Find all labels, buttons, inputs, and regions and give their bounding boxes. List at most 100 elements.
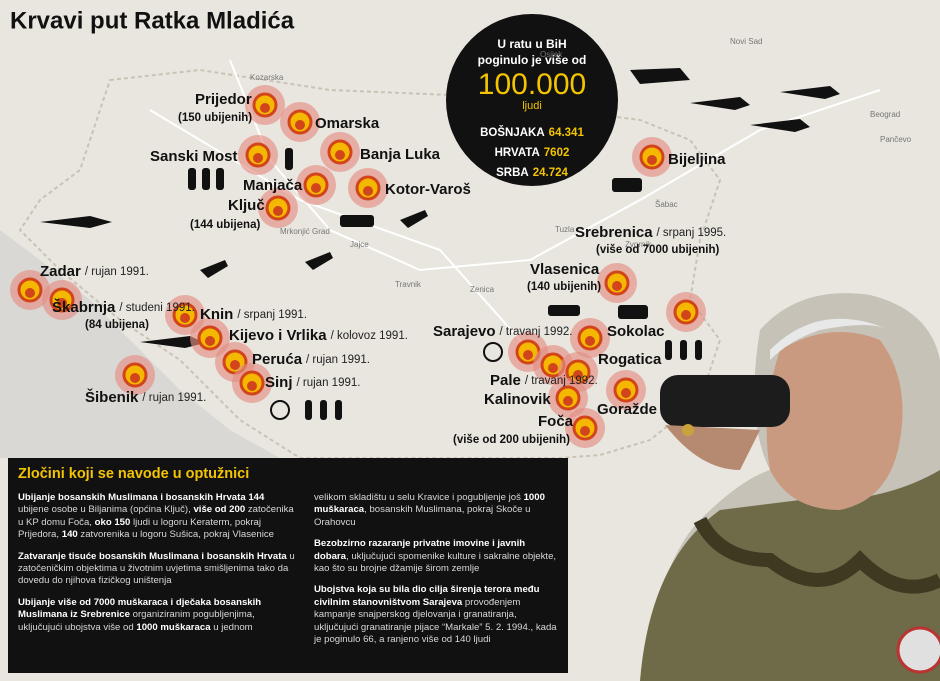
location-name: Sokolac bbox=[607, 323, 665, 340]
stats-total: 100.000 bbox=[478, 68, 586, 101]
stats-row: SRBA 24.724 bbox=[496, 167, 568, 179]
location-note: (84 ubijena) bbox=[85, 319, 149, 331]
marker-core bbox=[57, 298, 67, 308]
marker-core bbox=[260, 103, 270, 113]
marker-core bbox=[253, 153, 263, 163]
photo bbox=[640, 293, 940, 681]
location-label: Omarska bbox=[315, 115, 380, 132]
text: organiziranim pogubljenjima, uključujući… bbox=[18, 609, 255, 633]
location-note: (144 ubijena) bbox=[190, 219, 260, 231]
map-label: Travnik bbox=[395, 280, 422, 289]
location-date: / studeni 1991. bbox=[119, 302, 194, 314]
marker-core bbox=[621, 388, 631, 398]
marker-core bbox=[335, 150, 345, 160]
ring bbox=[682, 424, 694, 436]
location-label: Ključ bbox=[228, 197, 265, 214]
soldier-icon bbox=[285, 148, 293, 170]
soldier-icon bbox=[695, 340, 702, 360]
map-label: Jajce bbox=[350, 240, 369, 249]
marker-core bbox=[548, 363, 558, 373]
soldier-icon bbox=[188, 168, 196, 190]
location-label: Sanski Most bbox=[150, 148, 238, 165]
location-note: (više od 7000 ubijenih) bbox=[596, 244, 720, 256]
marker-core bbox=[205, 336, 215, 346]
location-note: (više od 200 ubijenih) bbox=[453, 434, 570, 446]
crosshair-icon bbox=[270, 400, 290, 420]
soldier-icon bbox=[680, 340, 687, 360]
map-label: Zenica bbox=[470, 285, 495, 294]
tank-icon bbox=[340, 215, 374, 227]
text: , bosanskih Muslimana, pokraj Skoče u Or… bbox=[314, 504, 531, 528]
map-label: Zvornik bbox=[625, 240, 652, 249]
bold-text: 1000 muškaraca bbox=[136, 621, 211, 633]
bold-text: 140 bbox=[61, 529, 78, 541]
bold-text: Ubijanje više od 7000 muškaraca i dječak… bbox=[18, 596, 262, 621]
tank-icon bbox=[548, 305, 580, 316]
artillery-icon bbox=[305, 252, 333, 270]
marker-core bbox=[523, 350, 533, 360]
title: Krvavi put Ratka Mladića bbox=[10, 7, 295, 34]
location-name: Kotor-Varoš bbox=[385, 181, 471, 198]
plane-icon bbox=[140, 336, 205, 348]
location-label: Kalinovik bbox=[484, 391, 551, 408]
location-label: Rogatica bbox=[598, 351, 662, 368]
location-label: Škabrnja / studeni 1991. bbox=[52, 298, 195, 316]
stats-value: 64.341 bbox=[549, 127, 585, 139]
soldier-icon bbox=[305, 400, 312, 420]
soldier-icon bbox=[335, 400, 342, 420]
stats-row: HRVATA 7602 bbox=[495, 147, 570, 159]
location-name: Knin bbox=[200, 306, 233, 323]
location-label: Kijevo i Vrlika / kolovoz 1991. bbox=[229, 327, 408, 344]
bold-text: 144 bbox=[248, 492, 265, 503]
paragraph: Ubijanje bosanskih Muslimana i bosanskih… bbox=[18, 492, 296, 542]
map-label: Šabac bbox=[655, 200, 678, 209]
soldier-icon bbox=[202, 168, 210, 190]
stats-unit: ljudi bbox=[522, 100, 542, 112]
stats-bg bbox=[446, 14, 618, 186]
location-name: Pale bbox=[490, 372, 521, 389]
stats-intro: poginulo je više od bbox=[478, 53, 587, 67]
icons bbox=[40, 68, 840, 420]
location-note: (140 ubijenih) bbox=[527, 281, 601, 293]
soldier-icon bbox=[216, 168, 224, 190]
soldier-icon bbox=[665, 340, 672, 360]
stats-value: 7602 bbox=[544, 147, 570, 159]
bold-text: više od 200 bbox=[193, 504, 246, 516]
plane-icon bbox=[690, 97, 750, 110]
text: ubijene osobe u Biljanima (općina Ključ)… bbox=[18, 504, 194, 516]
paragraph: Bezobzirno razaranje privatne imovine i … bbox=[314, 538, 560, 575]
location-date: / travanj 1992. bbox=[525, 375, 598, 387]
stats-label: SRBA bbox=[496, 167, 529, 179]
bold-text: 1000 muškaraca bbox=[314, 492, 545, 516]
paragraph: velikom skladištu u selu Kravice i pogub… bbox=[314, 492, 560, 529]
text: u jednom bbox=[210, 621, 253, 633]
indictment-box: Zločini koji se navode u optužnici Ubija… bbox=[8, 458, 568, 673]
location-name: Sinj bbox=[265, 374, 293, 391]
text: , uključujući spomenike kulture i sakral… bbox=[314, 550, 557, 575]
location-name: Kijevo i Vrlika bbox=[229, 327, 327, 344]
marker-core bbox=[612, 281, 622, 291]
paragraph: Ubojstva koja su bila dio cilja širenja … bbox=[314, 584, 560, 646]
location-name: Omarska bbox=[315, 115, 380, 132]
marker-core bbox=[130, 373, 140, 383]
location-name: Goražde bbox=[597, 401, 657, 418]
location-label: Manjača bbox=[243, 177, 303, 194]
location-label: Banja Luka bbox=[360, 146, 441, 163]
location-label: Kotor-Varoš bbox=[385, 181, 471, 198]
location-name: Foča bbox=[538, 413, 574, 430]
marker-core bbox=[585, 336, 595, 346]
hair bbox=[770, 318, 890, 360]
marker-core bbox=[563, 396, 573, 406]
map-label: Kozarska bbox=[250, 73, 284, 82]
location-label: Knin / srpanj 1991. bbox=[200, 306, 307, 323]
location-name: Škabrnja bbox=[52, 298, 116, 316]
bold-text: Ubijanje bosanskih Muslimana i bosanskih… bbox=[18, 492, 249, 503]
map-label: Novi Sad bbox=[730, 37, 762, 46]
artillery-icon bbox=[200, 260, 228, 278]
marker-core bbox=[573, 370, 583, 380]
location-name: Peruća bbox=[252, 351, 303, 368]
location-label: Sokolac bbox=[607, 323, 665, 340]
bold-text: oko 150 bbox=[94, 516, 131, 528]
location-label: Goražde bbox=[597, 401, 657, 418]
